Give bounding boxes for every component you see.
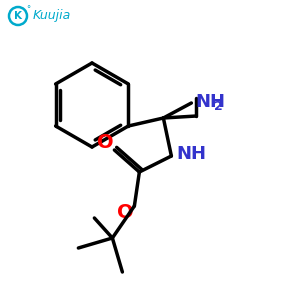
Text: NH: NH: [195, 93, 225, 111]
Text: 2: 2: [214, 100, 223, 112]
Text: O: O: [97, 134, 114, 152]
Text: NH: NH: [176, 145, 206, 163]
Text: O: O: [117, 202, 134, 221]
Text: °: °: [26, 5, 30, 14]
Text: Kuujia: Kuujia: [33, 8, 71, 22]
Text: K: K: [14, 11, 22, 21]
